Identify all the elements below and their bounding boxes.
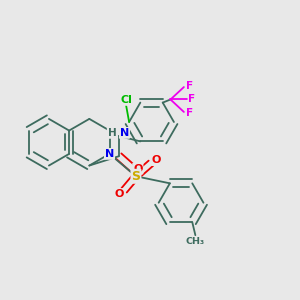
Text: O: O xyxy=(133,164,142,174)
Text: F: F xyxy=(186,108,193,118)
Text: O: O xyxy=(152,155,161,165)
Text: F: F xyxy=(188,94,196,104)
Text: CH₃: CH₃ xyxy=(186,237,205,246)
Text: F: F xyxy=(186,81,193,92)
Text: N: N xyxy=(105,149,114,159)
Text: O: O xyxy=(115,189,124,199)
Text: N: N xyxy=(120,128,129,138)
Text: H: H xyxy=(108,128,116,138)
Text: S: S xyxy=(131,170,140,183)
Text: Cl: Cl xyxy=(120,95,132,105)
